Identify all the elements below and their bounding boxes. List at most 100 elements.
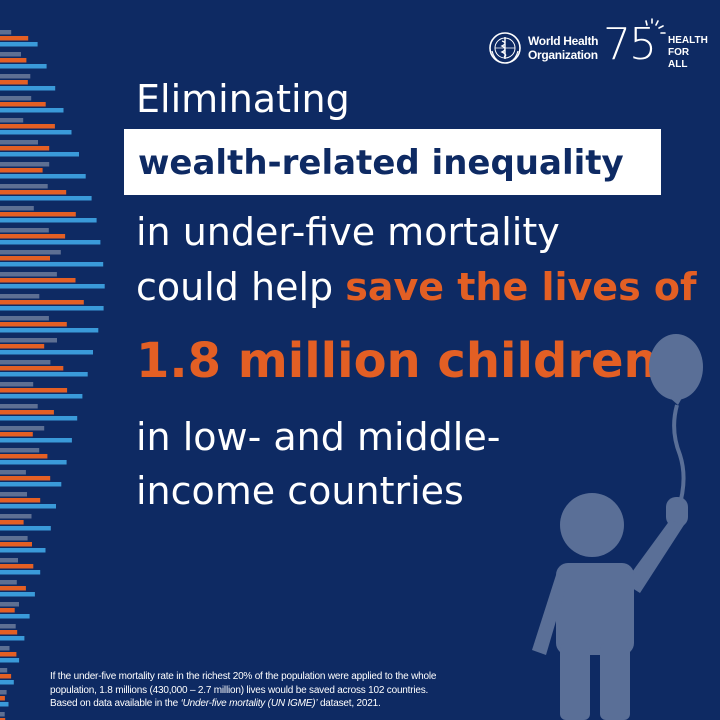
decorative-bar [0, 262, 104, 267]
decorative-bar [0, 388, 68, 393]
child-with-balloon-icon [532, 334, 703, 720]
decorative-bar [0, 580, 17, 585]
decorative-bar [0, 294, 40, 299]
decorative-bar [0, 206, 34, 211]
decorative-bar [0, 272, 57, 277]
headline-line-7: income countries [136, 469, 464, 513]
decorative-bar [0, 542, 32, 547]
footnote-line-1: If the under-five mortality rate in the … [50, 671, 437, 682]
decorative-bar [0, 602, 19, 607]
decorative-bar [0, 394, 83, 399]
decorative-bar [0, 718, 6, 720]
decorative-bar [0, 636, 25, 641]
who-emblem-icon [489, 32, 521, 64]
highlight-box [124, 129, 661, 195]
decorative-bar [0, 212, 76, 217]
org-name: World Health Organization [528, 34, 599, 62]
decorative-bar [0, 702, 9, 707]
decorative-bar [0, 174, 86, 179]
decorative-bar [0, 382, 34, 387]
anniversary-number: 75 [603, 19, 657, 70]
decorative-bar [0, 360, 51, 365]
decorative-bar [0, 284, 105, 289]
decorative-bar [0, 366, 64, 371]
decorative-bar [0, 256, 50, 261]
headline-line-4: could help save the lives of [136, 265, 697, 309]
headline-line-1: Eliminating [136, 77, 350, 121]
decorative-bar [0, 96, 32, 101]
decorative-bar [0, 416, 78, 421]
decorative-bar [0, 520, 24, 525]
decorative-bar [0, 52, 21, 57]
decorative-bar [0, 526, 51, 531]
decorative-bar [0, 558, 18, 563]
decorative-bar [0, 454, 48, 459]
footnote-line-2: population, 1.8 millions (430,000 – 2.7 … [50, 684, 429, 696]
decorative-bar [0, 64, 47, 69]
decorative-bar [0, 218, 97, 223]
decorative-bar [0, 86, 56, 91]
decorative-bar [0, 328, 99, 333]
decorative-bar [0, 58, 27, 63]
decorative-bar [0, 278, 76, 283]
decorative-bar [0, 372, 88, 377]
footnote-line-3-suffix: dataset, 2021. [317, 698, 381, 709]
decorative-bar [0, 658, 20, 663]
headline-line-3: in under-five mortality [136, 210, 560, 254]
decorative-bar [0, 234, 66, 239]
decorative-bar [0, 592, 35, 597]
decorative-bar [0, 102, 46, 107]
decorative-bar [0, 712, 5, 717]
decorative-bar [0, 152, 79, 157]
decorative-bar [0, 482, 62, 487]
decorative-bar [0, 470, 26, 475]
decorative-bar [0, 300, 84, 305]
decorative-bar [0, 680, 14, 685]
decorative-bar [0, 690, 7, 695]
decorative-bar [0, 652, 17, 657]
anniversary-tagline: HEALTH FOR ALL [668, 35, 708, 70]
decorative-bar [0, 460, 67, 465]
decorative-bar [0, 630, 18, 635]
decorative-bar [0, 80, 28, 85]
decorative-bar [0, 74, 31, 79]
decorative-bar [0, 514, 32, 519]
decorative-bar [0, 350, 93, 355]
decorative-bar [0, 404, 38, 409]
big-stat: 1.8 million children [136, 333, 658, 389]
footnote-source-title: ‘Under-five mortality (UN IGME)’ [180, 698, 318, 709]
decorative-bar [0, 536, 28, 541]
decorative-bar [0, 410, 54, 415]
headline-line-4-prefix: could help [136, 265, 346, 309]
who-logo: World Health Organization 75 HEALTH FOR … [488, 18, 708, 70]
decorative-bar-pattern [0, 30, 105, 720]
sunburst-icon [645, 18, 666, 34]
decorative-bar [0, 338, 57, 343]
decorative-bar [0, 306, 104, 311]
footnote-line-3: Based on data available in the ‘Under-fi… [50, 697, 570, 711]
decorative-bar [0, 586, 26, 591]
decorative-bar [0, 140, 38, 145]
decorative-bar [0, 570, 41, 575]
decorative-bar [0, 426, 45, 431]
decorative-bar [0, 108, 64, 113]
headline-highlight: wealth-related inequality [138, 143, 624, 183]
decorative-bar [0, 438, 72, 443]
decorative-bar [0, 504, 56, 509]
decorative-bar [0, 30, 12, 35]
decorative-bar [0, 240, 101, 245]
decorative-bar [0, 448, 40, 453]
decorative-bar [0, 608, 15, 613]
decorative-bar [0, 674, 12, 679]
decorative-bar [0, 432, 33, 437]
decorative-bar [0, 624, 16, 629]
decorative-bar [0, 492, 27, 497]
headline-line-6: in low- and middle- [136, 415, 501, 459]
decorative-bar [0, 476, 51, 481]
decorative-bar [0, 42, 38, 47]
decorative-bar [0, 322, 67, 327]
decorative-bar [0, 498, 41, 503]
decorative-bar [0, 124, 55, 129]
decorative-bar [0, 190, 67, 195]
decorative-bar [0, 614, 30, 619]
